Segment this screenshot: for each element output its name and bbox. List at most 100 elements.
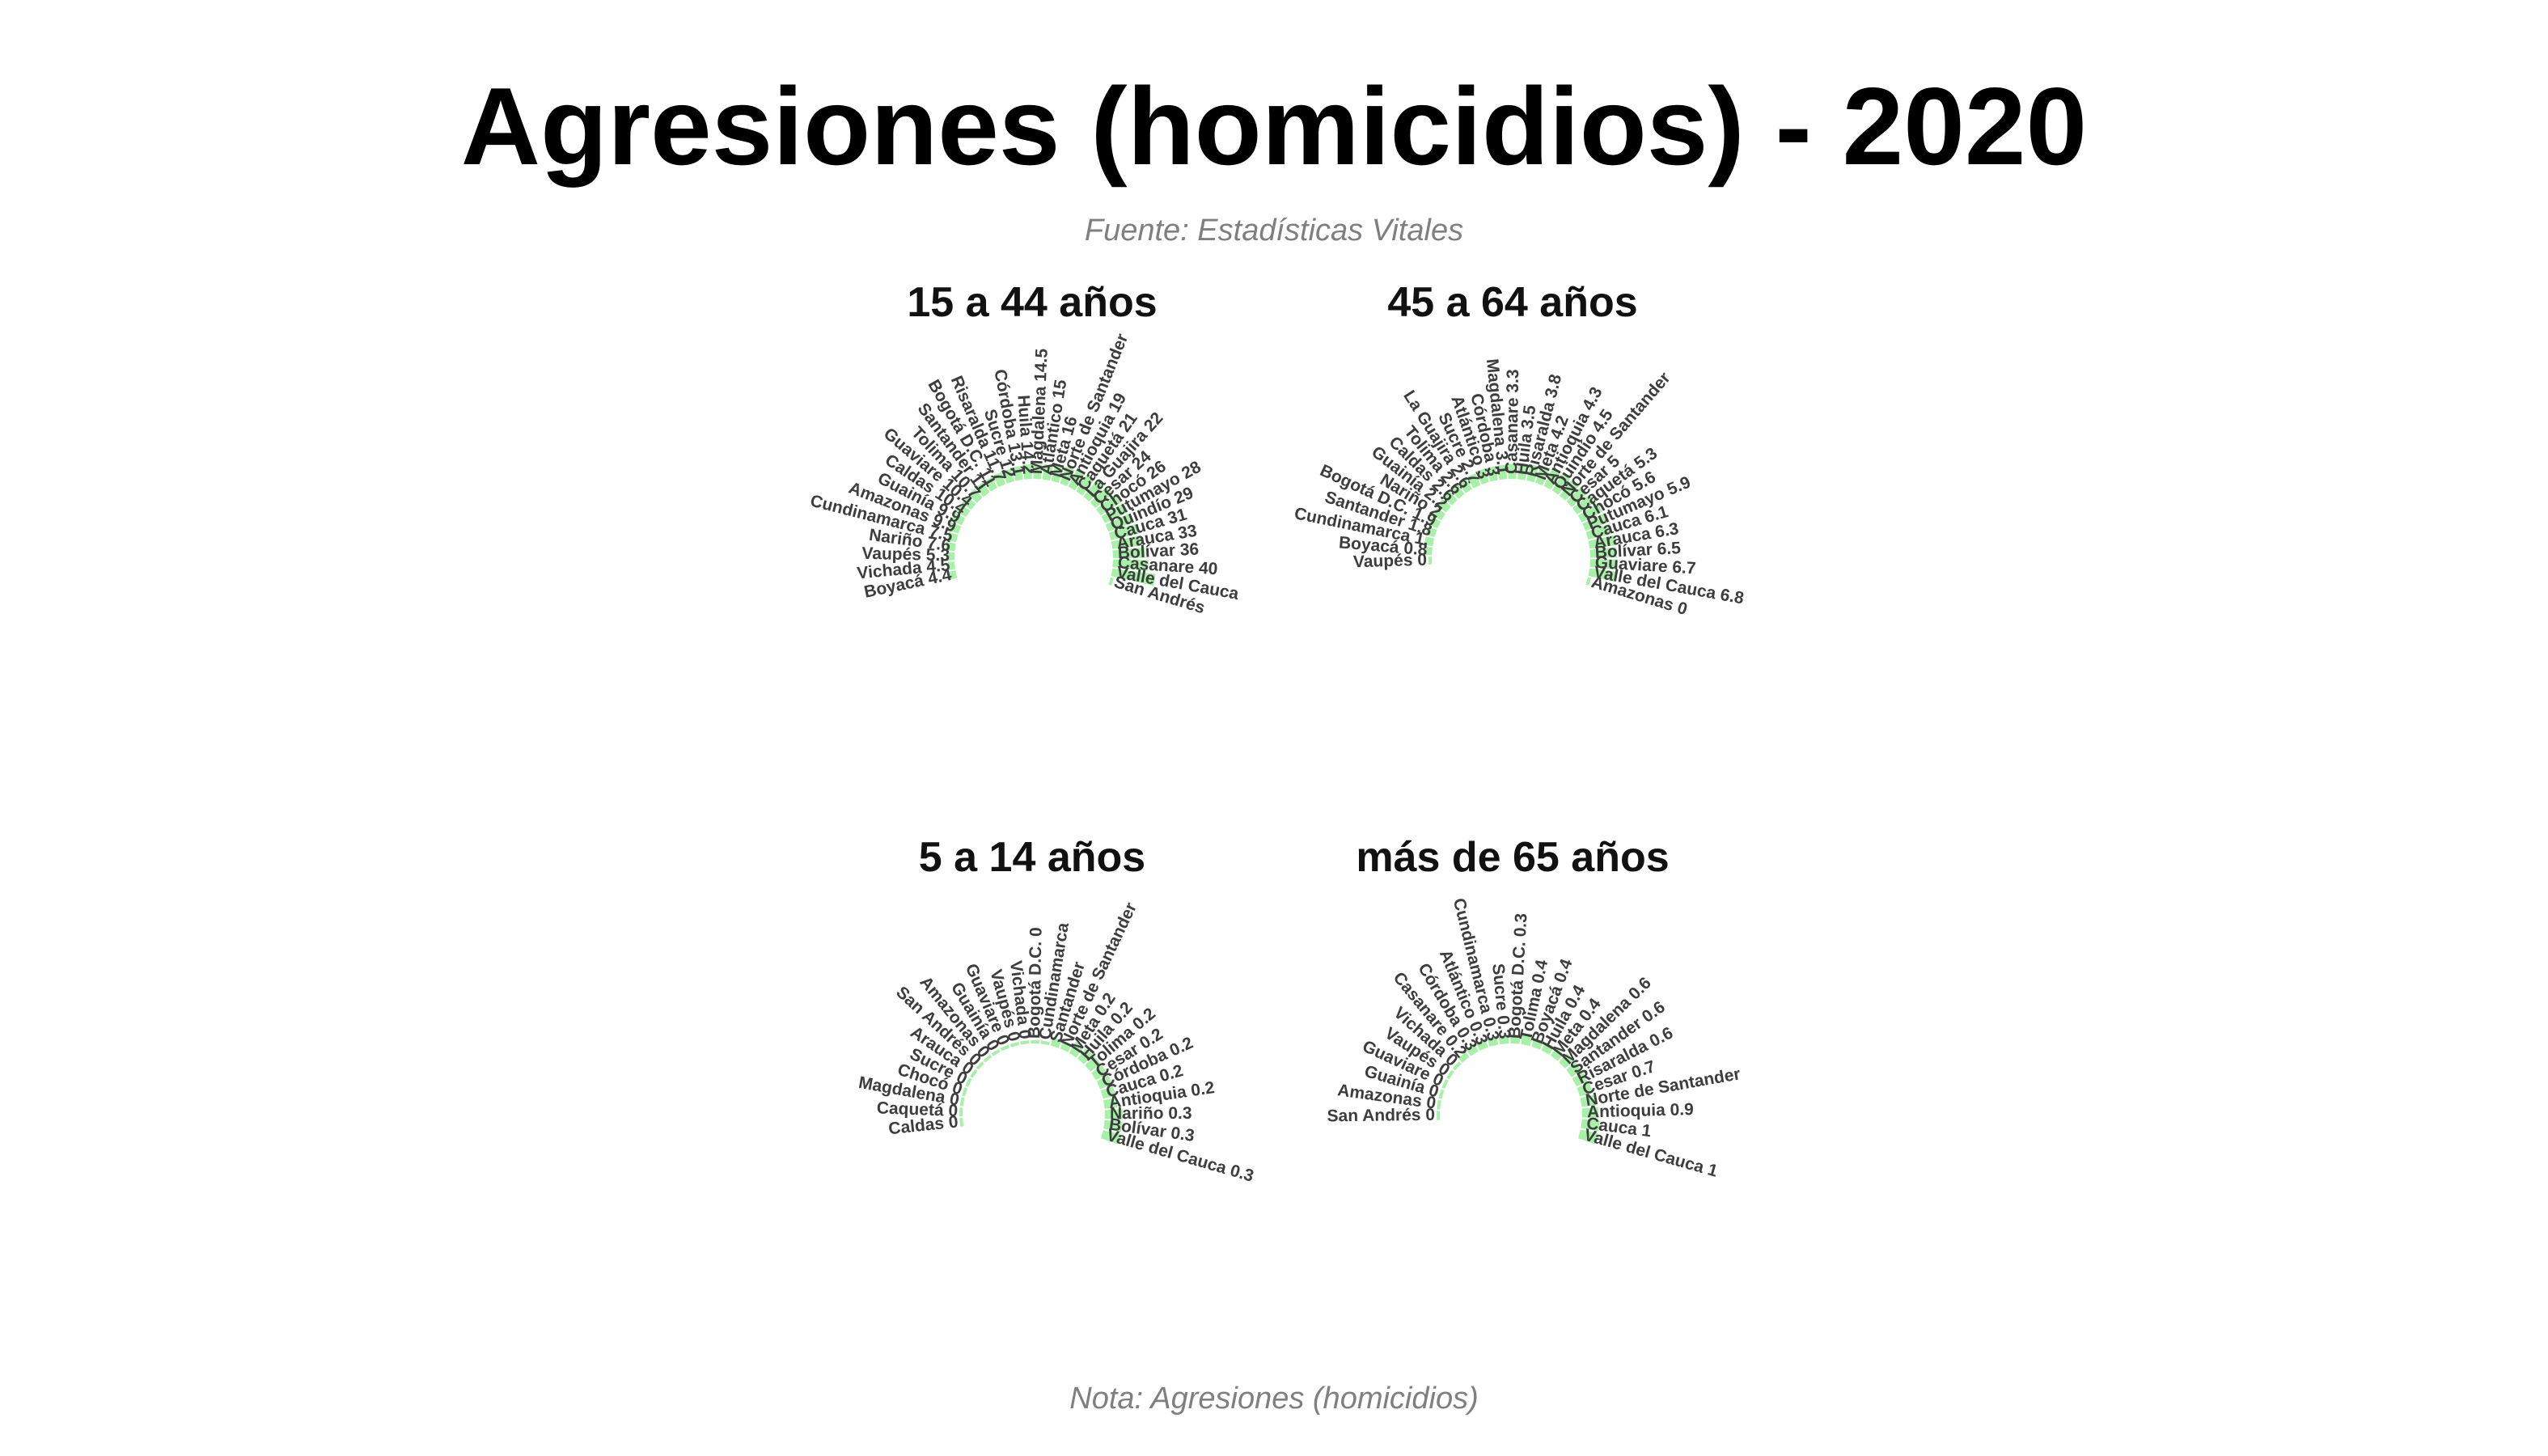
bar-antioquia bbox=[1103, 1098, 1118, 1109]
bar-guaviare bbox=[1000, 1044, 1010, 1052]
bar-santander bbox=[1566, 1062, 1582, 1077]
bar-meta bbox=[1069, 1041, 1085, 1058]
bar-caquet- bbox=[959, 1107, 963, 1117]
bar-arauca bbox=[970, 1069, 978, 1078]
bar-amazonas bbox=[947, 522, 962, 534]
bar-bogot-d-c- bbox=[1428, 517, 1441, 529]
bar-guain-a bbox=[991, 1048, 1001, 1056]
bar-antioquia bbox=[1581, 1107, 1599, 1119]
bar-cesar bbox=[1566, 486, 1588, 507]
bar-caquet- bbox=[1572, 494, 1596, 514]
bar-cundinamarca bbox=[946, 531, 959, 543]
bar-bogot-d-c- bbox=[1510, 1035, 1521, 1044]
bar-cesar bbox=[1577, 1082, 1594, 1097]
bar-tolima bbox=[1085, 1056, 1101, 1072]
bar-magdalena bbox=[1559, 1053, 1575, 1069]
bar-risaralda bbox=[993, 472, 1006, 488]
bar-magdalena bbox=[959, 1097, 965, 1107]
chart-subtitle: Fuente: Estadísticas Vitales bbox=[1084, 214, 1464, 248]
bar-cundinamarca bbox=[1487, 1037, 1499, 1047]
bar-nari-o bbox=[1432, 507, 1445, 521]
bar-c-rdoba bbox=[1466, 1044, 1479, 1056]
bar-huila bbox=[1077, 1048, 1094, 1064]
bar-bol-var bbox=[1103, 1120, 1123, 1132]
bar-cundinamarca bbox=[1424, 536, 1434, 547]
bar-valle-del-cauca bbox=[1588, 568, 1617, 582]
bar-cundinamarca bbox=[1040, 1040, 1050, 1046]
chart-caption: Nota: Agresiones (homicidios) bbox=[1069, 1382, 1479, 1416]
bar-label: Vaupés 0 bbox=[1353, 551, 1428, 572]
bar-atl-ntico bbox=[1476, 1039, 1488, 1051]
bar-label: Caquetá 0 bbox=[876, 1098, 958, 1120]
bar-huila bbox=[1022, 463, 1032, 480]
bar-label: Nariño 0.3 bbox=[1110, 1104, 1192, 1123]
bar-cauca bbox=[1108, 523, 1139, 540]
panel-title-65-plus: más de 65 años bbox=[1356, 834, 1670, 881]
bar-cauca bbox=[1585, 523, 1613, 540]
bar-sucre bbox=[1467, 473, 1480, 489]
bar-risaralda bbox=[1526, 463, 1539, 483]
bar-arauca bbox=[1588, 535, 1615, 549]
bar-vaup-s bbox=[1446, 1069, 1454, 1080]
bar-tolima bbox=[968, 489, 983, 503]
bar-santander bbox=[1050, 1037, 1062, 1048]
bar-san-andr-s bbox=[1108, 577, 1114, 586]
bar-vichada bbox=[1020, 1040, 1030, 1045]
bar-antioquia bbox=[1068, 470, 1085, 491]
bar-quind-o bbox=[1105, 513, 1134, 532]
bar-label: San Andrés 0 bbox=[1327, 1106, 1435, 1126]
bar-guain-a bbox=[1438, 1089, 1445, 1099]
bar-bogot-d-c- bbox=[984, 476, 997, 492]
bar-casanare bbox=[1112, 559, 1149, 571]
bar-valle-del-cauca bbox=[1101, 1130, 1121, 1145]
bar-guain-a bbox=[951, 512, 966, 526]
bar-amazonas bbox=[1585, 577, 1591, 586]
bar-cauca bbox=[1581, 1119, 1600, 1132]
bar-meta bbox=[1535, 465, 1551, 486]
bar-santander bbox=[976, 482, 990, 497]
bar-magdalena bbox=[1508, 463, 1517, 480]
bar-norte-de-santander bbox=[1560, 479, 1580, 501]
bar-meta bbox=[1551, 1048, 1564, 1061]
bar-nari-o bbox=[945, 542, 956, 552]
bar-putumayo bbox=[1582, 513, 1609, 531]
bar-bol-var bbox=[1589, 547, 1617, 558]
bar-boyac- bbox=[1531, 1038, 1544, 1050]
bar-label: Bolívar 36 bbox=[1117, 540, 1199, 563]
bar-amazonas bbox=[983, 1054, 993, 1063]
bar-vaup-s bbox=[1428, 557, 1433, 565]
bar-choc- bbox=[1096, 494, 1121, 516]
bar-quind-o bbox=[1551, 473, 1570, 495]
bar-boyac- bbox=[948, 570, 958, 580]
bar-cauca bbox=[1100, 1086, 1116, 1099]
bar-choc- bbox=[962, 1087, 968, 1097]
bar-magdalena bbox=[1033, 463, 1043, 480]
bar-vaup-s bbox=[1009, 1041, 1019, 1048]
bar-bogot-d-c- bbox=[1031, 1040, 1039, 1044]
bar-sucre bbox=[1002, 468, 1014, 484]
bar-meta bbox=[1051, 464, 1064, 483]
bar-casanare bbox=[1458, 1052, 1470, 1063]
panel-title-5-14: 5 a 14 años bbox=[918, 834, 1146, 881]
bar-guaviare bbox=[1441, 1079, 1449, 1089]
bar-caquet- bbox=[1076, 474, 1095, 496]
bar-cesar bbox=[1090, 486, 1113, 509]
bar-sucre bbox=[965, 1077, 972, 1087]
bar-atl-ntico bbox=[1042, 463, 1053, 481]
bar-norte-de-santander bbox=[1060, 466, 1075, 486]
bar-label: Bolívar 6.5 bbox=[1594, 539, 1682, 562]
bar-la-guajira bbox=[1458, 478, 1472, 493]
bar-vaup-s bbox=[946, 552, 955, 561]
bar-valle-del-cauca bbox=[1578, 1129, 1598, 1145]
bar-label: Vaupés 5.3 bbox=[861, 544, 950, 565]
bar-norte-de-santander bbox=[1060, 1041, 1072, 1052]
bar-vichada bbox=[947, 561, 955, 570]
bar-amazonas bbox=[1437, 1099, 1441, 1110]
bar-norte-de-santander bbox=[1580, 1094, 1597, 1107]
bar-tolima bbox=[1521, 1035, 1533, 1047]
